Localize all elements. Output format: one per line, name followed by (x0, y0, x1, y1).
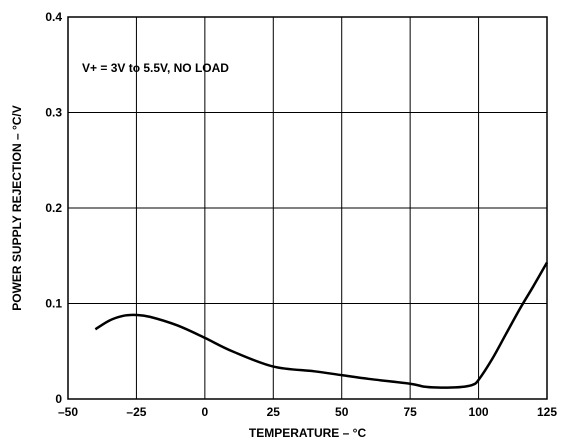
y-tick-label: 0 (55, 392, 62, 406)
x-tick-label: 100 (469, 405, 489, 419)
x-tick-label: –25 (126, 405, 146, 419)
y-axis-label: POWER SUPPLY REJECTION – °C/V (10, 105, 24, 311)
x-tick-label: 75 (403, 405, 417, 419)
y-tick-label: 0.4 (45, 10, 62, 24)
x-axis-label: TEMPERATURE – °C (249, 426, 367, 440)
grid (68, 17, 547, 399)
x-tick-label: –50 (58, 405, 78, 419)
x-tick-label: 25 (267, 405, 281, 419)
plot-frame (67, 16, 548, 400)
x-tick-label: 0 (202, 405, 209, 419)
x-tick-label: 50 (335, 405, 349, 419)
series (94, 261, 549, 389)
conditions-annotation: V+ = 3V to 5.5V, NO LOAD (82, 61, 229, 75)
y-tick-label: 0.1 (45, 297, 62, 311)
x-tick-label: 125 (537, 405, 557, 419)
tick-labels: –50 –25 0 25 50 75 100 125 0 0.1 0.2 0.3 0.4 (45, 10, 557, 419)
y-tick-label: 0.2 (45, 201, 62, 215)
psr-curve (94, 261, 549, 389)
y-tick-label: 0.3 (45, 106, 62, 120)
